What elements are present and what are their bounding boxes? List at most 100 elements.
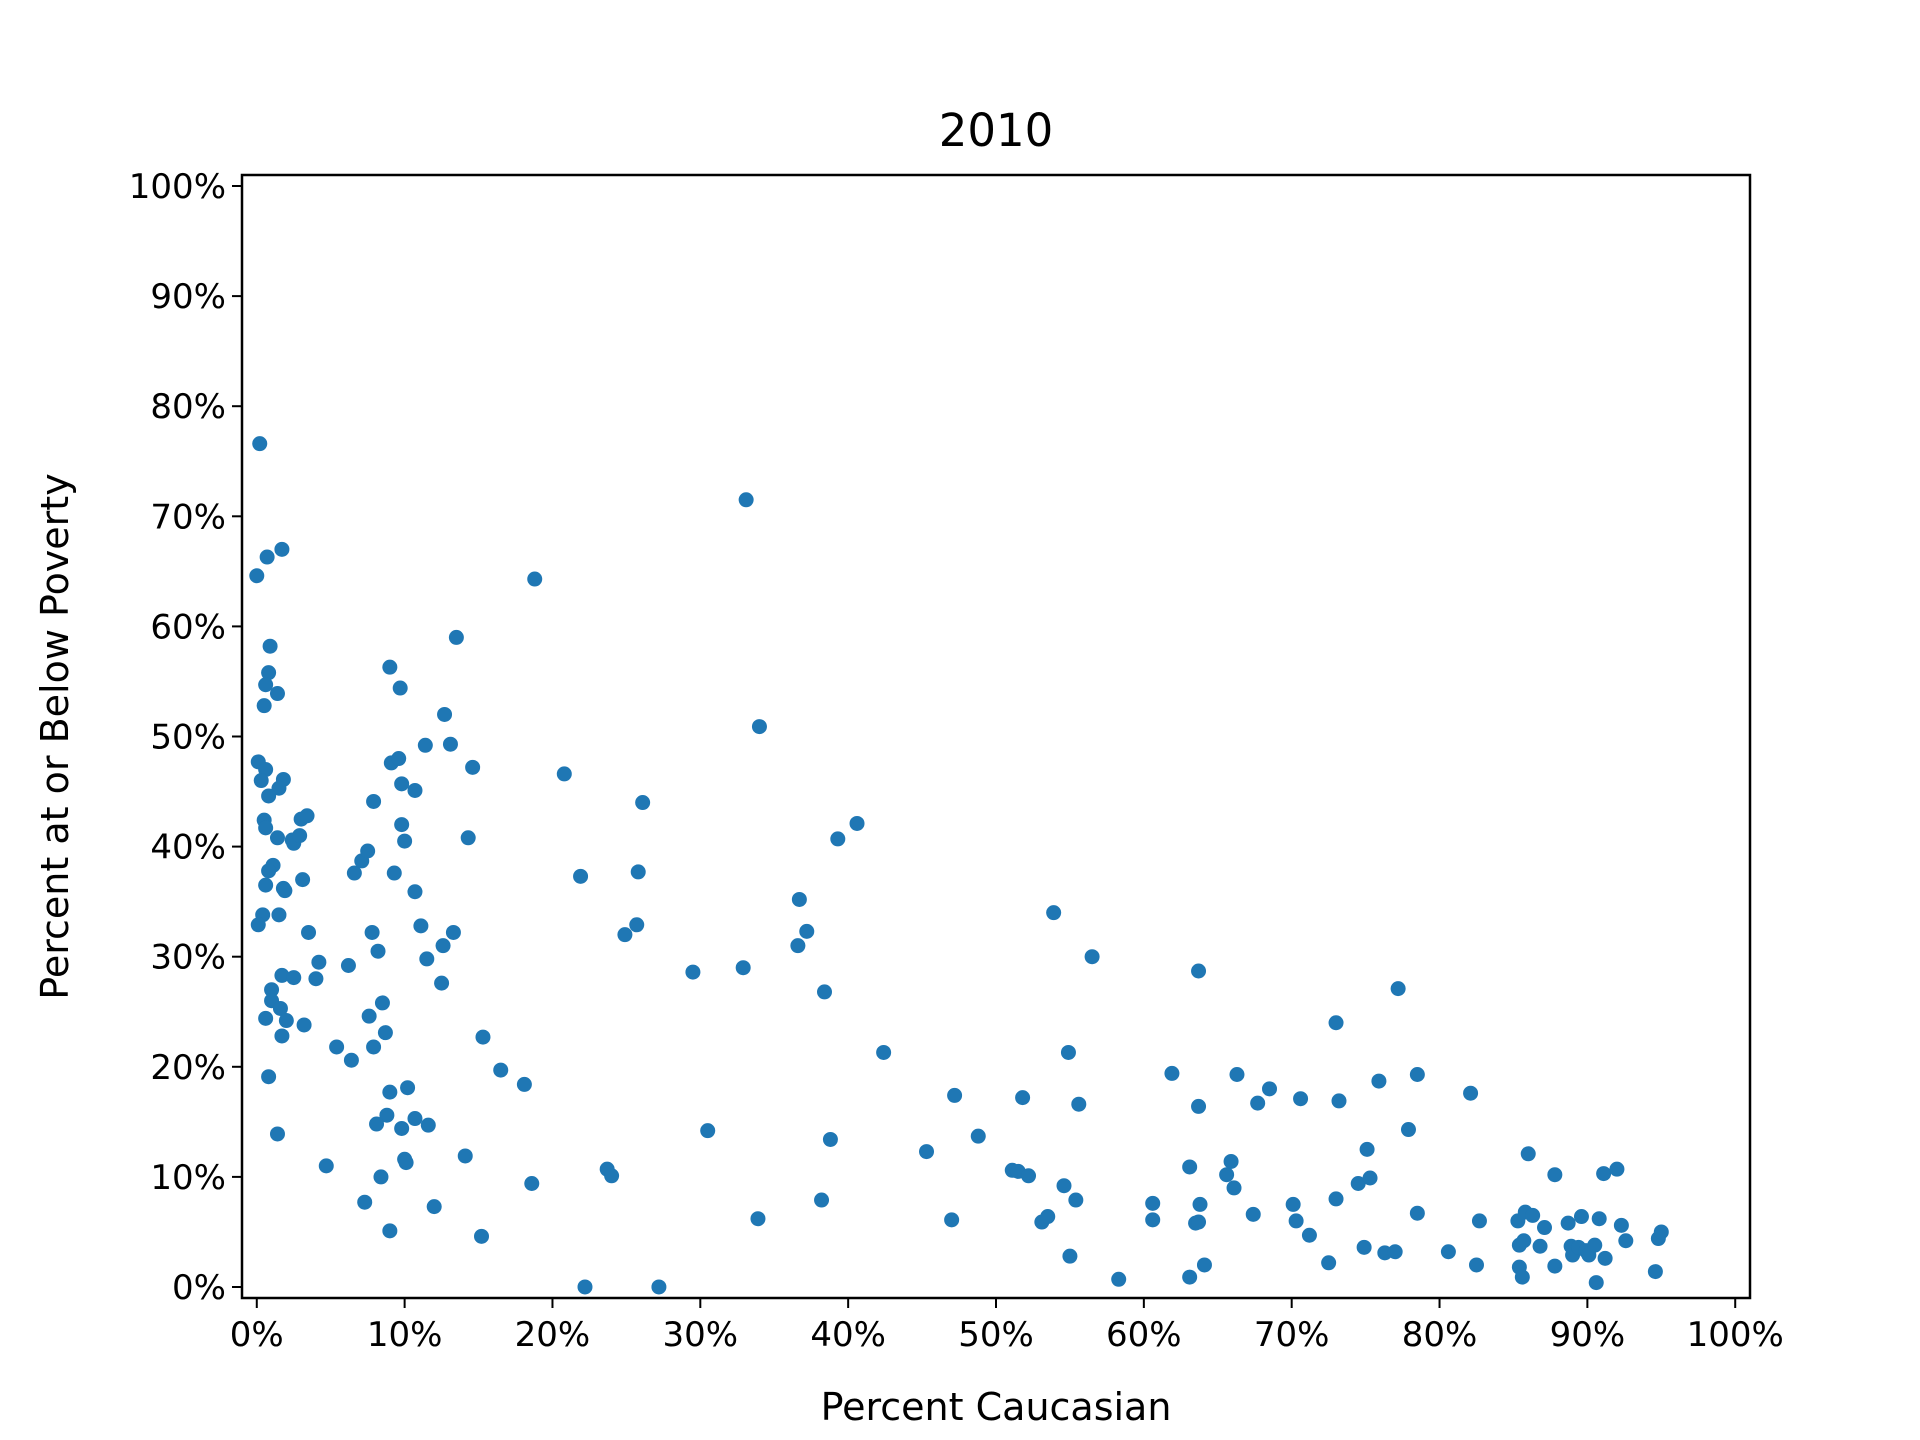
- plot-area: [249, 436, 1669, 1295]
- scatter-point: [274, 1028, 290, 1044]
- scatter-point: [329, 1039, 345, 1055]
- scatter-point: [830, 831, 846, 847]
- scatter-point: [256, 698, 272, 714]
- scatter-point: [629, 917, 645, 933]
- scatter-point: [346, 865, 362, 881]
- x-tick-label: 90%: [1550, 1315, 1626, 1355]
- scatter-point: [1409, 1067, 1425, 1083]
- scatter-point: [318, 1158, 334, 1174]
- scatter-point: [445, 924, 461, 940]
- scatter-point: [357, 1194, 373, 1210]
- scatter-point: [311, 954, 327, 970]
- scatter-point: [1588, 1275, 1604, 1291]
- scatter-point: [738, 492, 754, 508]
- scatter-point: [1191, 1098, 1207, 1114]
- scatter-point: [437, 706, 453, 722]
- scatter-point: [1229, 1067, 1245, 1083]
- scatter-point: [271, 907, 287, 923]
- scatter-point: [1111, 1271, 1127, 1287]
- scatter-point: [264, 982, 280, 998]
- scatter-point: [394, 776, 410, 792]
- scatter-point: [361, 1008, 377, 1024]
- scatter-point: [258, 877, 274, 893]
- scatter-point: [651, 1279, 667, 1295]
- x-tick-label: 80%: [1402, 1315, 1478, 1355]
- scatter-point: [426, 1199, 442, 1215]
- scatter-point: [391, 751, 407, 767]
- scatter-point: [1301, 1227, 1317, 1243]
- scatter-point: [1331, 1093, 1347, 1109]
- scatter-point: [370, 943, 386, 959]
- scatter-point: [1262, 1081, 1278, 1097]
- scatter-point: [1409, 1205, 1425, 1221]
- scatter-point: [1371, 1073, 1387, 1089]
- scatter-point: [407, 1111, 423, 1127]
- scatter-point: [1191, 963, 1207, 979]
- scatter-point: [374, 995, 390, 1011]
- scatter-point: [442, 736, 458, 752]
- scatter-point: [1164, 1065, 1180, 1081]
- x-tick-label: 0%: [230, 1315, 284, 1355]
- x-tick-label: 10%: [367, 1315, 443, 1355]
- scatter-point: [1532, 1238, 1548, 1254]
- scatter-point: [1597, 1250, 1613, 1266]
- scatter-point: [876, 1044, 892, 1060]
- scatter-point: [419, 951, 435, 967]
- scatter-point: [1591, 1211, 1607, 1227]
- scatter-point: [1596, 1166, 1612, 1182]
- scatter-point: [369, 1116, 385, 1132]
- x-tick-label: 30%: [663, 1315, 739, 1355]
- scatter-point: [1068, 1192, 1084, 1208]
- scatter-point: [516, 1076, 532, 1092]
- x-tick-label: 40%: [810, 1315, 886, 1355]
- scatter-point: [261, 665, 277, 681]
- x-tick-label: 70%: [1254, 1315, 1330, 1355]
- scatter-point: [524, 1175, 540, 1191]
- scatter-point: [1062, 1248, 1078, 1264]
- scatter-point: [1182, 1159, 1198, 1175]
- scatter-point: [1547, 1167, 1563, 1183]
- scatter-point: [448, 629, 464, 645]
- scatter-point: [366, 1039, 382, 1055]
- scatter-point: [1056, 1178, 1072, 1194]
- scatter-point: [791, 891, 807, 907]
- scatter-point: [308, 971, 324, 987]
- scatter-point: [1463, 1085, 1479, 1101]
- scatter-point: [465, 759, 481, 775]
- scatter-point: [417, 737, 433, 753]
- scatter-point: [292, 828, 308, 844]
- scatter-point: [434, 975, 450, 991]
- scatter-point: [261, 1069, 277, 1085]
- scatter-point: [382, 659, 398, 675]
- scatter-point: [435, 938, 451, 954]
- scatter-point: [379, 1107, 395, 1123]
- scatter-point: [1226, 1180, 1242, 1196]
- scatter-point: [1350, 1175, 1366, 1191]
- scatter-point: [394, 1120, 410, 1136]
- scatter-point: [817, 984, 833, 1000]
- scatter-point: [1618, 1233, 1634, 1249]
- scatter-point: [1196, 1257, 1212, 1273]
- scatter-point: [274, 541, 290, 557]
- scatter-point: [1560, 1215, 1576, 1231]
- scatter-point: [1223, 1153, 1239, 1169]
- scatter-point: [269, 830, 285, 846]
- scatter-point: [799, 923, 815, 939]
- x-axis: 0% 10% 20% 30% 40% 50% 60% 70% 80% 90% 100%: [230, 1298, 1784, 1355]
- scatter-point: [392, 680, 408, 696]
- scatter-point: [286, 970, 302, 986]
- y-tick-label: 0%: [172, 1268, 226, 1308]
- scatter-point: [947, 1087, 963, 1103]
- scatter-point: [1359, 1141, 1375, 1157]
- y-tick-label: 60%: [150, 607, 226, 647]
- x-tick-label: 100%: [1687, 1315, 1784, 1355]
- scatter-point: [343, 1052, 359, 1068]
- scatter-point: [573, 868, 589, 884]
- scatter-point: [1192, 1196, 1208, 1212]
- scatter-point: [460, 830, 476, 846]
- scatter-point: [1653, 1224, 1669, 1240]
- y-tick-label: 70%: [150, 497, 226, 537]
- scatter-point: [1021, 1168, 1037, 1184]
- scatter-point: [407, 884, 423, 900]
